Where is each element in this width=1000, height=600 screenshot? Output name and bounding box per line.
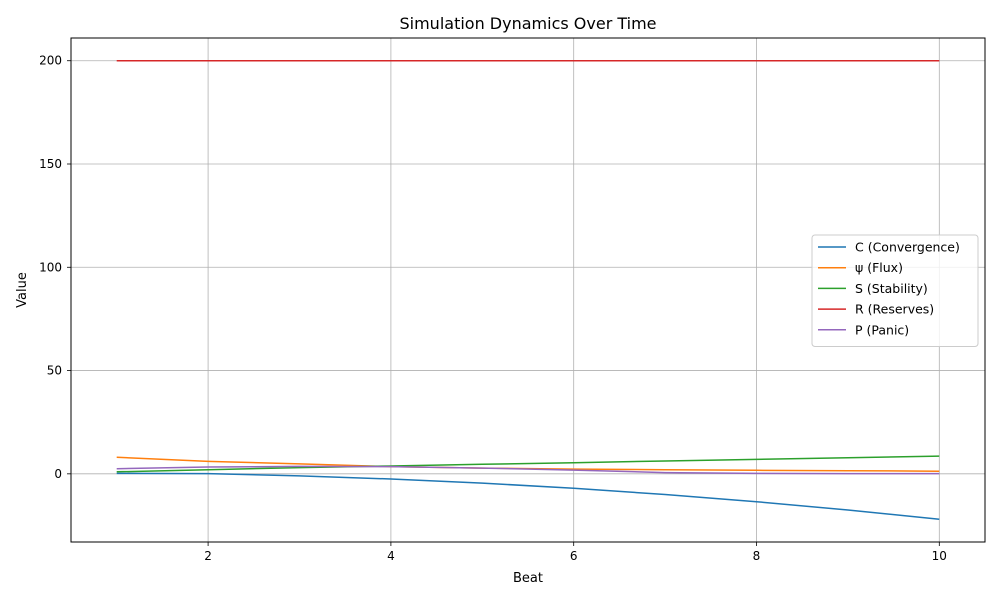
y-tick-label: 150 bbox=[39, 157, 62, 171]
x-tick-label: 6 bbox=[570, 549, 578, 563]
x-axis-label: Beat bbox=[513, 571, 543, 586]
legend-label: P (Panic) bbox=[855, 322, 909, 337]
x-tick-label: 8 bbox=[753, 549, 761, 563]
plot-frame bbox=[70, 37, 986, 543]
x-tick-label: 4 bbox=[387, 549, 395, 563]
series-line-2 bbox=[116, 455, 940, 473]
x-tick-label: 2 bbox=[204, 549, 212, 563]
y-tick-label: 0 bbox=[54, 467, 62, 481]
x-axis: 2 4 6 8 10 bbox=[204, 542, 947, 563]
y-axis: 0 50 100 150 200 bbox=[39, 54, 71, 481]
legend-label: S (Stability) bbox=[855, 281, 928, 296]
legend-label: ψ (Flux) bbox=[855, 260, 903, 275]
y-tick-label: 100 bbox=[39, 260, 62, 274]
y-axis-label: Value bbox=[15, 272, 30, 308]
series-line-4 bbox=[116, 465, 940, 475]
series-lines bbox=[116, 59, 940, 521]
y-tick-label: 200 bbox=[39, 54, 62, 68]
chart-title: Simulation Dynamics Over Time bbox=[399, 14, 656, 33]
series-line-0 bbox=[116, 472, 940, 521]
legend-label: C (Convergence) bbox=[855, 240, 960, 255]
y-tick-label: 50 bbox=[47, 364, 62, 378]
legend-box bbox=[811, 234, 979, 347]
x-tick-label: 10 bbox=[932, 549, 947, 563]
legend-label: R (Reserves) bbox=[855, 302, 934, 317]
legend: C (Convergence) ψ (Flux) S (Stability) R (R… bbox=[811, 234, 979, 347]
